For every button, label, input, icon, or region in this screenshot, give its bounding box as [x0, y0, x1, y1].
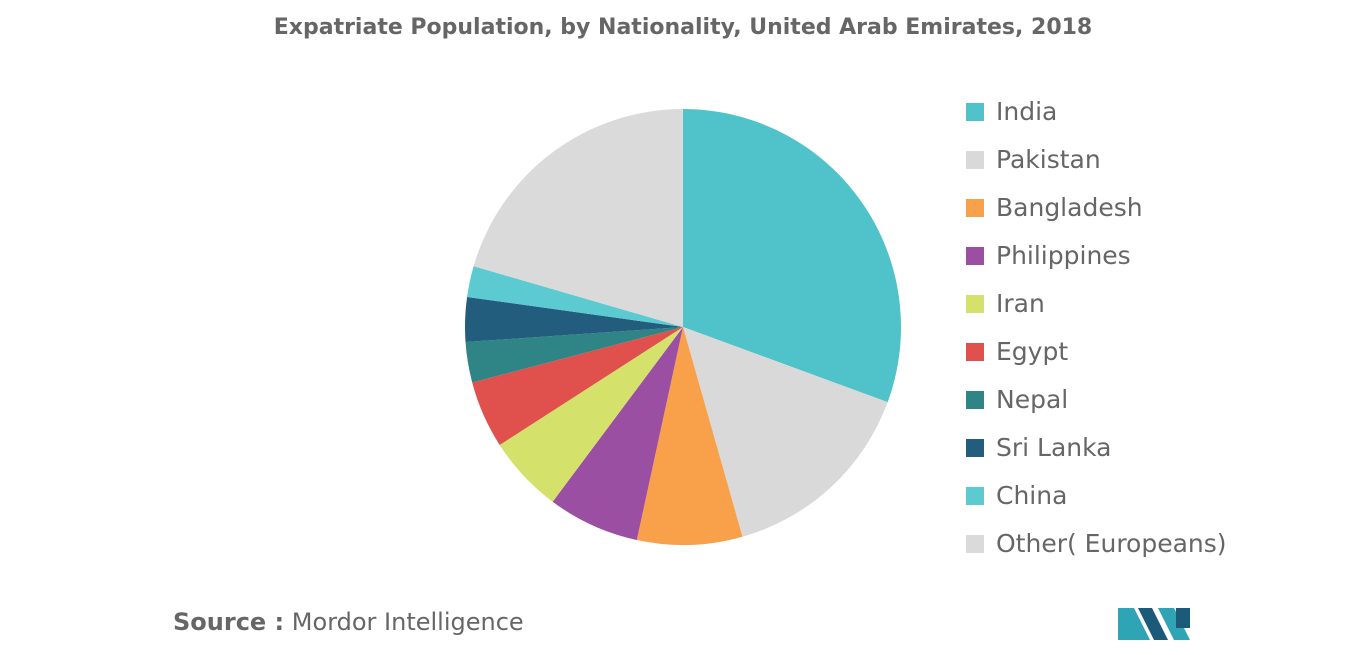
- source: Source : Mordor Intelligence: [173, 608, 524, 636]
- chart-title: Expatriate Population, by Nationality, U…: [274, 15, 1093, 40]
- legend-label: India: [996, 97, 1057, 126]
- pie-slice: [465, 327, 683, 383]
- legend-label: China: [996, 481, 1067, 510]
- pie-slice: [499, 327, 683, 502]
- legend-swatch: [966, 535, 984, 553]
- logo: [1118, 608, 1190, 640]
- logo-part: [1118, 608, 1150, 640]
- legend-label: Other( Europeans): [996, 529, 1227, 558]
- logo-part: [1138, 608, 1168, 640]
- legend-label: Philippines: [996, 241, 1131, 270]
- legend-label: Pakistan: [996, 145, 1101, 174]
- legend-swatch: [966, 439, 984, 457]
- legend-swatch: [966, 199, 984, 217]
- legend-label: Sri Lanka: [996, 433, 1112, 462]
- legend-label: Nepal: [996, 385, 1068, 414]
- legend-label: Egypt: [996, 337, 1068, 366]
- pie-slice: [552, 327, 683, 541]
- legend-swatch: [966, 151, 984, 169]
- pie-slice: [464, 296, 683, 343]
- pie-slice: [636, 327, 743, 545]
- legend-swatch: [966, 487, 984, 505]
- legend-swatch: [966, 295, 984, 313]
- legend-swatch: [966, 247, 984, 265]
- legend-swatch: [966, 343, 984, 361]
- logo-part: [1176, 608, 1190, 628]
- pie-slice: [472, 327, 683, 445]
- logo-part: [1158, 608, 1190, 640]
- legend-label: Iran: [996, 289, 1045, 318]
- legend-label: Bangladesh: [996, 193, 1143, 222]
- pie-slice: [683, 109, 901, 403]
- source-text: Mordor Intelligence: [292, 608, 524, 636]
- legend-swatch: [966, 391, 984, 409]
- pie-slice: [683, 327, 888, 537]
- pie-slice: [473, 109, 683, 327]
- source-label: Source :: [173, 608, 284, 636]
- legend-swatch: [966, 103, 984, 121]
- pie-slice: [467, 266, 683, 327]
